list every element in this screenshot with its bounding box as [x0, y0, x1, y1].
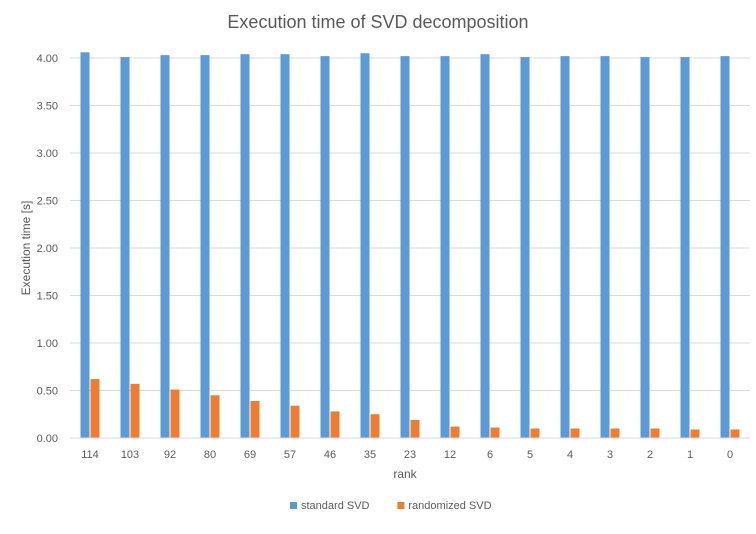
bar-standard-svd — [560, 56, 570, 438]
x-tick-label: 0 — [727, 449, 733, 461]
legend-label: standard SVD — [301, 500, 370, 512]
bar-standard-svd — [480, 54, 490, 438]
bar-randomized-svd — [290, 405, 300, 438]
bar-randomized-svd — [690, 429, 700, 438]
x-tick-label: 35 — [364, 449, 376, 461]
bars — [80, 52, 740, 439]
bar-randomized-svd — [650, 428, 660, 438]
x-tick-label: 23 — [404, 449, 416, 461]
x-tick-label: 80 — [204, 449, 216, 461]
x-tick-label: 5 — [527, 449, 533, 461]
x-tick-label: 12 — [444, 449, 456, 461]
x-tick-label: 103 — [121, 449, 139, 461]
x-tick-label: 46 — [324, 449, 336, 461]
bar-standard-svd — [600, 56, 610, 438]
x-tick-label: 6 — [487, 449, 493, 461]
bar-standard-svd — [720, 56, 730, 438]
bar-standard-svd — [80, 52, 90, 439]
y-tick-label: 0.00 — [37, 433, 58, 445]
y-axis-label: Execution time [s] — [19, 201, 33, 296]
legend-swatch — [397, 502, 405, 509]
bar-randomized-svd — [610, 428, 620, 438]
bar-randomized-svd — [370, 414, 380, 438]
bar-standard-svd — [400, 56, 410, 438]
bar-randomized-svd — [130, 383, 140, 438]
y-axis-tick-labels: 0.00 0.50 1.00 1.50 2.00 2.50 3.00 3.50 4.00 — [37, 53, 58, 445]
bar-randomized-svd — [530, 428, 540, 438]
y-tick-label: 4.00 — [37, 53, 58, 65]
bar-standard-svd — [640, 57, 650, 439]
y-tick-label: 2.50 — [37, 196, 58, 208]
bar-standard-svd — [320, 56, 330, 438]
x-axis-label: rank — [393, 467, 417, 481]
x-tick-label: 57 — [284, 449, 296, 461]
gridlines — [70, 57, 750, 391]
bar-randomized-svd — [90, 379, 100, 438]
bar-standard-svd — [280, 54, 290, 438]
y-tick-label: 3.00 — [37, 148, 58, 160]
bar-randomized-svd — [170, 389, 180, 438]
x-tick-label: 4 — [567, 449, 573, 461]
y-tick-label: 1.00 — [37, 338, 58, 350]
legend-swatch — [290, 502, 297, 509]
chart-title: Execution time of SVD decomposition — [227, 12, 528, 32]
bar-standard-svd — [120, 57, 130, 439]
y-tick-label: 1.50 — [37, 291, 58, 303]
bar-standard-svd — [160, 55, 170, 439]
y-tick-label: 0.50 — [37, 386, 58, 398]
bar-randomized-svd — [410, 419, 420, 438]
bar-standard-svd — [360, 53, 370, 438]
bar-standard-svd — [200, 55, 210, 439]
bar-randomized-svd — [730, 429, 740, 438]
x-tick-label: 2 — [647, 449, 653, 461]
x-tick-label: 1 — [687, 449, 693, 461]
legend: standard SVD randomized SVD — [290, 500, 492, 512]
bar-standard-svd — [440, 56, 450, 438]
bar-standard-svd — [240, 54, 250, 438]
bar-randomized-svd — [330, 411, 340, 438]
bar-standard-svd — [520, 57, 530, 439]
bar-randomized-svd — [570, 428, 580, 438]
y-tick-label: 3.50 — [37, 101, 58, 113]
bar-randomized-svd — [210, 395, 220, 438]
bar-randomized-svd — [490, 427, 500, 438]
bar-standard-svd — [680, 57, 690, 439]
x-axis-tick-labels: 114 103 92 80 69 57 46 35 23 12 6 5 4 3 2 1 0 — [81, 449, 733, 461]
x-tick-label: 114 — [81, 449, 99, 461]
x-tick-label: 92 — [164, 449, 176, 461]
legend-label: randomized SVD — [408, 500, 491, 512]
bar-randomized-svd — [450, 426, 460, 438]
x-tick-label: 69 — [244, 449, 256, 461]
x-tick-label: 3 — [607, 449, 613, 461]
y-tick-label: 2.00 — [37, 243, 58, 255]
bar-randomized-svd — [250, 400, 260, 438]
